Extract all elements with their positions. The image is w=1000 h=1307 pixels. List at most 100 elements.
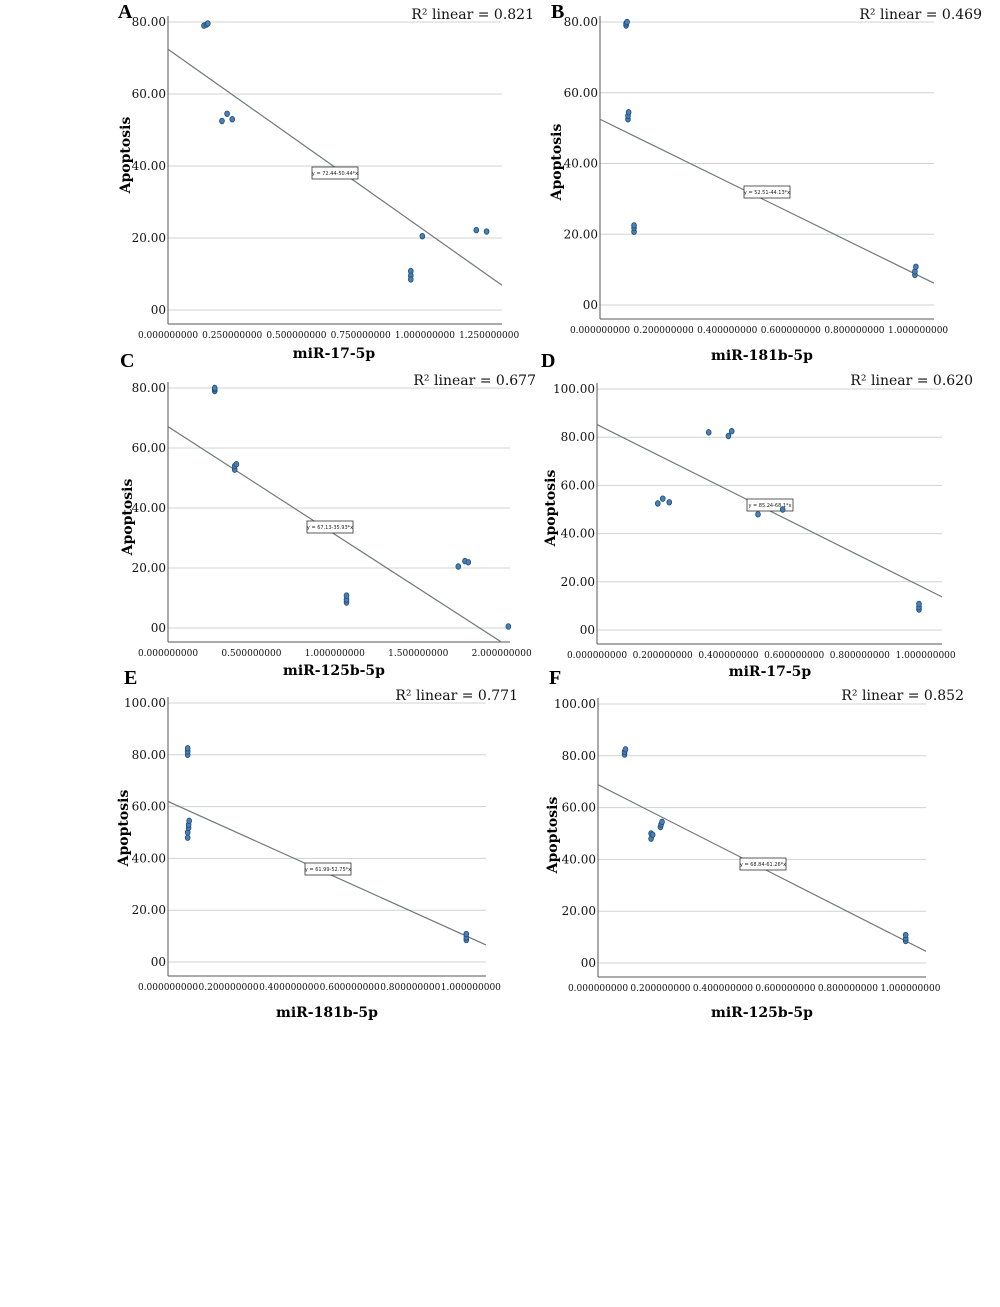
- data-point: [916, 600, 922, 608]
- r2-label: R² linear = 0.852: [841, 688, 964, 704]
- data-point: [705, 429, 712, 436]
- data-point: [624, 18, 630, 26]
- y-tick-label: 80.00: [132, 748, 166, 762]
- x-axis-label: miR-17-5p: [293, 346, 376, 362]
- y-tick-label: 20.00: [562, 904, 596, 918]
- data-point: [211, 384, 218, 392]
- y-tick-label: 60.00: [132, 441, 166, 455]
- x-tick-label: 0.500000000: [266, 331, 326, 341]
- x-axis-label: miR-17-5p: [729, 664, 812, 680]
- y-tick-label: 80.00: [561, 430, 595, 444]
- panel-letter: F: [549, 667, 561, 689]
- y-tick-label: 20.00: [132, 231, 166, 245]
- x-tick-label: 0.600000000: [755, 984, 815, 994]
- x-tick-label: 0.800000000: [830, 651, 890, 661]
- data-point: [902, 931, 909, 939]
- equation-box: [306, 520, 354, 534]
- x-tick-label: 1.000000000: [896, 651, 956, 661]
- x-tick-label: 0.250000000: [202, 331, 262, 341]
- data-point: [233, 461, 240, 468]
- panel-letter: C: [120, 350, 134, 372]
- panel-letter: D: [541, 350, 555, 372]
- y-tick-label: 00: [583, 298, 598, 312]
- data-point: [725, 432, 732, 440]
- x-tick-label: 1.000000000: [395, 331, 455, 341]
- x-tick-label: 0.400000000: [697, 326, 757, 336]
- x-tick-label: 0.000000000: [138, 331, 198, 341]
- y-tick-label: 60.00: [564, 86, 598, 100]
- x-axis-label: miR-125b-5p: [283, 663, 385, 679]
- y-tick-label: 60.00: [132, 87, 166, 101]
- y-tick-label: 40.00: [562, 852, 596, 866]
- y-tick-label: 60.00: [561, 478, 595, 492]
- y-tick-label: 00: [151, 303, 166, 317]
- data-point: [666, 499, 673, 506]
- y-axis-label: Apoptosis: [549, 124, 565, 202]
- panel-b: 00 20.00 40.00 60.00 80.00 0.000000000 0.20000…: [549, 1, 982, 364]
- y-tick-label: 80.00: [564, 15, 598, 29]
- data-point: [913, 263, 919, 270]
- regression-equation: y = 52.51-44.13*x: [744, 190, 790, 196]
- regression-equation: y = 85.24-68.1*x: [748, 503, 791, 509]
- y-tick-label: 60.00: [562, 801, 596, 815]
- regression-equation: y = 68.84-61.26*x: [740, 862, 786, 868]
- y-tick-label: 80.00: [132, 15, 166, 29]
- y-axis-label: Apoptosis: [116, 790, 132, 868]
- y-tick-label: 40.00: [132, 501, 166, 515]
- data-point: [659, 495, 666, 502]
- data-point: [186, 817, 193, 825]
- panel-a: 00 20.00 40.00 60.00 80.00 0.000000000 0.25000…: [118, 1, 534, 362]
- y-tick-label: 00: [580, 623, 595, 637]
- y-tick-label: 00: [151, 955, 166, 969]
- x-tick-label: 0.600000000: [764, 651, 824, 661]
- y-tick-label: 40.00: [564, 157, 598, 171]
- y-tick-label: 20.00: [132, 903, 166, 917]
- panel-letter: E: [124, 667, 137, 689]
- x-tick-label: 0.500000000: [221, 649, 281, 659]
- panel-letter: B: [551, 1, 564, 23]
- x-tick-label: 0.800000000: [824, 326, 884, 336]
- y-tick-label: 20.00: [564, 227, 598, 241]
- data-point: [649, 831, 656, 838]
- data-point: [205, 20, 211, 27]
- y-axis-label: Apoptosis: [120, 479, 136, 557]
- x-tick-label: 0.000000000: [568, 984, 628, 994]
- data-point: [463, 930, 470, 938]
- panel-d: 00 20.00 40.00 60.00 80.00 100.00 0.000000000 0…: [541, 350, 973, 680]
- data-point: [455, 563, 462, 570]
- regression-equation: y = 72.44-50.44*x: [312, 171, 358, 177]
- regression-equation: y = 67.13-35.93*x: [307, 525, 353, 531]
- r2-label: R² linear = 0.677: [413, 373, 536, 389]
- y-tick-label: 20.00: [132, 561, 166, 575]
- equation-box: [743, 185, 791, 199]
- y-tick-label: 100.00: [554, 697, 596, 711]
- data-point: [219, 117, 225, 125]
- r2-label: R² linear = 0.469: [859, 7, 982, 23]
- x-tick-label: 0.400000000: [259, 983, 319, 993]
- y-tick-label: 40.00: [132, 851, 166, 865]
- x-axis-label: miR-125b-5p: [711, 1005, 813, 1021]
- panel-letter: A: [118, 1, 133, 23]
- data-point: [465, 559, 472, 566]
- regression-line: [168, 426, 503, 642]
- y-axis-label: Apoptosis: [118, 117, 134, 195]
- x-tick-label: 1.500000000: [388, 649, 448, 659]
- y-tick-label: 100.00: [124, 696, 166, 710]
- data-point: [505, 623, 512, 630]
- equation-box: [739, 857, 787, 871]
- r2-label: R² linear = 0.620: [850, 373, 973, 389]
- x-tick-label: 0.600000000: [761, 326, 821, 336]
- x-tick-label: 1.000000000: [441, 983, 501, 993]
- x-tick-label: 0.000000000: [570, 326, 630, 336]
- x-tick-label: 1.000000000: [888, 326, 948, 336]
- y-tick-label: 00: [151, 621, 166, 635]
- x-tick-label: 0.000000000: [567, 651, 627, 661]
- data-point: [625, 109, 632, 116]
- panel-c: 00 20.00 40.00 60.00 80.00 0.000000000 0.50000…: [120, 350, 536, 679]
- equation-box: [311, 166, 359, 180]
- x-tick-label: 0.200000000: [634, 326, 694, 336]
- data-point: [407, 276, 414, 283]
- y-tick-label: 20.00: [561, 575, 595, 589]
